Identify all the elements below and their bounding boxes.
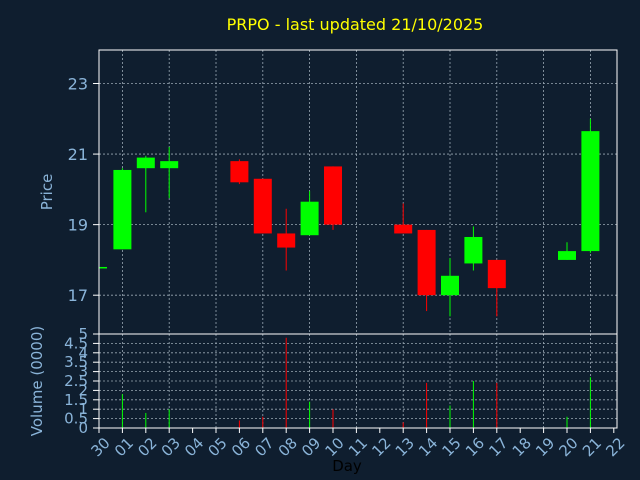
x-tick-label: 15 xyxy=(439,434,465,460)
volume-tick-label: 4 xyxy=(78,344,88,362)
x-tick-label: 05 xyxy=(205,434,231,460)
price-grid xyxy=(99,50,617,334)
candle-body xyxy=(277,233,296,248)
candle-body xyxy=(230,161,249,183)
candle-02 xyxy=(136,155,155,213)
volume-panel: 00.511.522.533.544.55 Volume (0000) xyxy=(28,325,618,437)
candle-21 xyxy=(581,118,600,253)
x-tick-label: 01 xyxy=(111,434,137,460)
x-tick-label: 07 xyxy=(251,434,277,460)
candle-20 xyxy=(558,242,576,260)
candle-06 xyxy=(230,159,249,185)
x-tick-label: 30 xyxy=(88,434,114,460)
volume-tick-label: 5 xyxy=(78,325,88,343)
x-tick-label: 16 xyxy=(462,434,488,460)
volume-tick-label: 1 xyxy=(78,400,88,418)
x-tick-label: 04 xyxy=(181,434,207,460)
x-tick-label: 17 xyxy=(485,434,511,460)
volume-tick-label: 3 xyxy=(78,363,88,381)
candle-body xyxy=(324,166,342,225)
candle-body xyxy=(394,224,413,234)
x-tick-label: 06 xyxy=(228,434,254,460)
candle-09 xyxy=(300,191,319,236)
x-tick-label: 09 xyxy=(298,434,324,460)
price-frame xyxy=(98,49,618,335)
x-tick-label: 22 xyxy=(602,434,628,460)
price-tick-label: 23 xyxy=(68,75,88,94)
candle-body xyxy=(300,201,319,236)
x-tick-label: 19 xyxy=(532,434,558,460)
price-candles xyxy=(99,118,600,317)
candle-body xyxy=(417,229,436,296)
volume-tick-label: 0.5 xyxy=(64,410,88,428)
price-y-axis-label: Price xyxy=(38,174,56,211)
candle-15 xyxy=(441,258,459,317)
candle-01 xyxy=(113,168,132,250)
volume-tick-label: 2.5 xyxy=(64,372,88,390)
x-tick-label: 08 xyxy=(275,434,301,460)
chart-title: PRPO - last updated 21/10/2025 xyxy=(227,15,484,34)
price-tick-label: 19 xyxy=(68,216,88,235)
price-tick-label: 17 xyxy=(68,286,88,305)
candle-body xyxy=(487,259,506,289)
candle-13 xyxy=(394,203,413,234)
candle-30 xyxy=(99,266,107,269)
x-axis-label: Day xyxy=(332,457,362,475)
volume-frame xyxy=(98,333,618,429)
candle-body xyxy=(113,169,132,250)
candle-body xyxy=(99,266,107,269)
candle-body xyxy=(441,275,459,296)
candle-body xyxy=(558,251,576,260)
volume-tick-label: 3.5 xyxy=(64,353,88,371)
candle-body xyxy=(160,161,179,169)
volume-bars xyxy=(121,337,591,428)
candle-16 xyxy=(464,226,483,271)
volume-tick-label: 0 xyxy=(78,419,88,437)
candle-08 xyxy=(277,208,296,271)
volume-y-ticks: 00.511.522.533.544.55 xyxy=(64,325,99,437)
price-tick-label: 21 xyxy=(68,145,88,164)
candle-body xyxy=(464,236,483,264)
candle-17 xyxy=(487,259,506,317)
x-tick-label: 03 xyxy=(158,434,184,460)
candle-body xyxy=(581,131,600,252)
x-tick-label: 20 xyxy=(556,434,582,460)
x-tick-label: 14 xyxy=(415,434,441,460)
volume-y-axis-label: Volume (0000) xyxy=(28,326,46,436)
candle-body xyxy=(253,178,272,234)
volume-tick-label: 2 xyxy=(78,381,88,399)
volume-tick-label: 1.5 xyxy=(64,391,88,409)
x-ticks: 3001020304050607080910111213141516171819… xyxy=(88,428,629,460)
x-tick-label: 13 xyxy=(392,434,418,460)
price-y-ticks: 17 19 21 23 xyxy=(68,75,99,305)
volume-tick-label: 4.5 xyxy=(64,334,88,352)
volume-grid xyxy=(99,334,617,428)
x-tick-label: 21 xyxy=(579,434,605,460)
x-tick-label: 12 xyxy=(368,434,394,460)
candle-07 xyxy=(253,178,272,234)
x-tick-label: 18 xyxy=(509,434,535,460)
candle-14 xyxy=(417,229,436,312)
candle-03 xyxy=(160,147,179,199)
candle-body xyxy=(136,157,155,169)
price-panel: 17 19 21 23 Price xyxy=(38,49,618,335)
x-tick-label: 02 xyxy=(134,434,160,460)
candle-10 xyxy=(324,166,342,230)
